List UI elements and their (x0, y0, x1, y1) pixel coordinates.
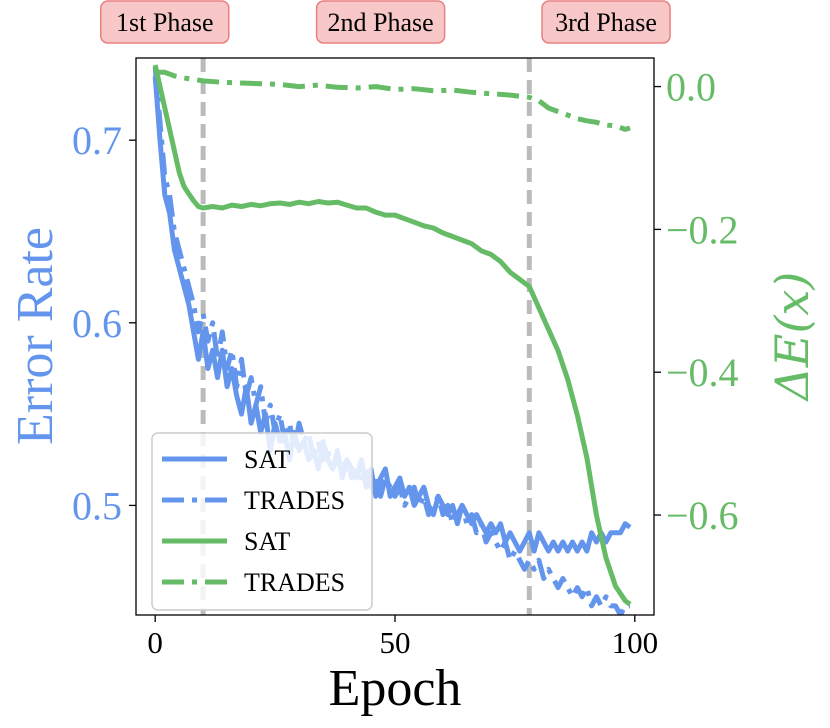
svg-text:3rd Phase: 3rd Phase (555, 8, 657, 37)
y-axis-label-right: ΔE(x) (765, 272, 819, 403)
x-tick-label: 50 (380, 625, 411, 660)
legend-label: SAT (244, 445, 290, 474)
y-right-tick-label: 0.0 (666, 65, 716, 110)
y-right-tick-label: −0.2 (666, 207, 739, 252)
x-tick-label: 100 (612, 625, 659, 660)
y-axis-label-left: Error Rate (7, 227, 64, 445)
x-axis-label: Epoch (329, 660, 462, 717)
legend-label: TRADES (244, 486, 345, 515)
y-right-tick-label: −0.4 (666, 350, 739, 395)
svg-text:2nd Phase: 2nd Phase (328, 8, 434, 37)
y-left-tick-label: 0.6 (72, 301, 122, 346)
series-energy-trades-line (155, 69, 631, 132)
svg-text:1st Phase: 1st Phase (116, 8, 214, 37)
legend-label: SAT (244, 527, 290, 556)
legend-label: TRADES (244, 568, 345, 597)
y-left-tick-label: 0.5 (72, 483, 122, 528)
phase-label-3: 3rd Phase (541, 0, 671, 44)
series-energy-sat-line (152, 64, 632, 607)
series-error-trades-line (152, 66, 630, 615)
y-right-tick-label: −0.6 (666, 493, 739, 538)
phase-label-2: 2nd Phase (315, 0, 446, 44)
x-tick-label: 0 (147, 625, 163, 660)
y-left-tick-label: 0.7 (72, 118, 122, 163)
legend-box (151, 432, 373, 611)
phase-label-1: 1st Phase (100, 0, 230, 44)
legend: SAT TRADES SAT TRADES (151, 432, 373, 611)
